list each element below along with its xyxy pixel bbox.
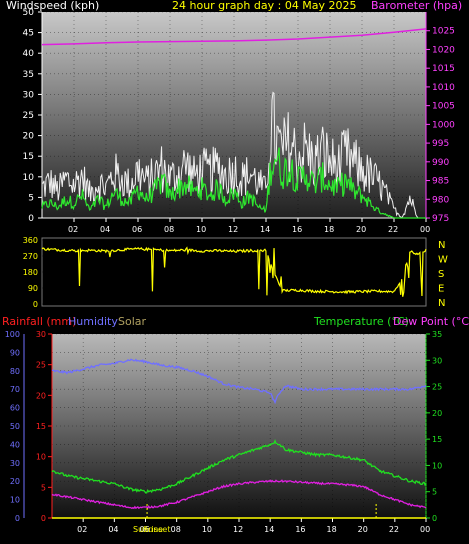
temp-y-tick-label: 35 [432,330,442,339]
wind-y-tick-label: 25 [23,111,34,121]
direction-y-tick-label: 180 [23,268,38,277]
barometer-axis-title: Barometer (hpa) [371,0,462,12]
rain-y-tick-label: 25 [36,361,46,370]
direction-y-tick-label: 270 [23,252,38,261]
barometer-y-tick-label: 1025 [432,27,455,37]
wind-y-tick-label: 20 [23,132,35,142]
rainfall-legend: Rainfall (mm) [2,315,76,328]
direction-compass-label: E [438,284,444,295]
barometer-y-tick-label: 975 [432,214,449,224]
rain-y-tick-label: 30 [36,330,46,339]
direction-compass-label: N [438,298,445,309]
wind-y-tick-label: 10 [23,173,35,183]
wind-x-tick-label: 10 [196,225,206,234]
rain-y-tick-label: 10 [36,453,46,462]
wind-x-tick-label: 06 [132,225,142,234]
humidity-y-tick-label: 90 [10,348,20,357]
barometer-y-tick-label: 1010 [432,83,455,93]
humidity-y-tick-label: 30 [10,459,20,468]
humidity-y-tick-label: 10 [10,496,20,505]
direction-y-tick-label: 0 [33,300,38,309]
rain-y-tick-label: 5 [41,483,46,492]
temp-x-tick-label: 16 [295,525,305,534]
wind-direction-line [41,246,427,297]
wind-x-tick-label: 00 [420,225,430,234]
humidity-y-tick-label: 80 [10,367,20,376]
wind-x-tick-label: 16 [292,225,302,234]
temp-x-tick-label: 22 [389,525,399,534]
humidity-y-tick-label: 20 [10,477,20,486]
humidity-y-tick-label: 40 [10,440,20,449]
temp-y-tick-label: 15 [432,435,442,444]
direction-compass-label: W [438,255,448,266]
temperature-line [51,439,427,494]
temp-x-tick-label: 14 [264,525,274,534]
wind-x-tick-label: 02 [68,225,78,234]
solar-legend: Solar [118,315,147,328]
sunset-label: Sunset [143,525,170,534]
wind-average-line [41,147,426,219]
humidity-y-tick-label: 0 [15,514,20,523]
rain-y-tick-label: 0 [41,514,46,523]
temp-x-tick-label: 08 [171,525,181,534]
temp-x-tick-label: 10 [202,525,212,534]
wind-x-tick-label: 20 [356,225,366,234]
temp-y-tick-label: 30 [432,356,442,365]
rain-y-tick-label: 20 [36,391,46,400]
humidity-legend: Humidity [68,315,118,328]
wind-x-tick-label: 04 [100,225,110,234]
barometer-y-tick-label: 995 [432,139,449,149]
temp-x-tick-label: 20 [358,525,368,534]
temperature-legend: Temperature (°C) [313,315,409,328]
barometer-line [41,28,427,46]
wind-y-tick-label: 0 [28,214,34,224]
wind-x-tick-label: 18 [324,225,334,234]
direction-compass-label: S [438,269,444,280]
temp-x-tick-label: 18 [327,525,337,534]
barometer-y-tick-label: 1005 [432,102,455,112]
temp-y-tick-label: 0 [432,514,437,523]
direction-y-tick-label: 360 [23,236,38,245]
temp-y-tick-label: 20 [432,409,442,418]
dewpoint-legend: Dew Point (°C) [393,315,469,328]
wind-y-tick-label: 50 [23,8,35,18]
temp-x-tick-label: 06 [140,525,150,534]
barometer-y-tick-label: 985 [432,177,449,187]
rain-y-tick-label: 15 [36,422,46,431]
sunrise-label: Sunrise [133,525,163,534]
direction-compass-label: N [438,240,445,251]
humidity-y-tick-label: 60 [10,404,20,413]
temp-x-tick-label: 12 [233,525,243,534]
barometer-y-tick-label: 1000 [432,120,455,130]
wind-y-tick-label: 15 [23,152,34,162]
temp-y-tick-label: 10 [432,461,442,470]
humidity-y-tick-label: 50 [10,422,20,431]
humidity-y-tick-label: 70 [10,385,20,394]
wind-y-tick-label: 30 [23,90,35,100]
barometer-y-tick-label: 990 [432,158,449,168]
wind-x-tick-label: 12 [228,225,238,234]
humidity-line [51,358,427,405]
wind-x-tick-label: 22 [388,225,398,234]
wind-y-tick-label: 45 [23,29,34,39]
wind-x-tick-label: 14 [260,225,270,234]
barometer-y-tick-label: 1020 [432,45,455,55]
direction-y-tick-label: 90 [28,284,38,293]
barometer-y-tick-label: 1015 [432,64,455,74]
wind-y-tick-label: 35 [23,70,34,80]
barometer-y-tick-label: 980 [432,195,449,205]
temp-x-tick-label: 02 [77,525,87,534]
temp-x-tick-label: 04 [108,525,118,534]
temp-y-tick-label: 5 [432,488,437,497]
wind-y-tick-label: 40 [23,49,35,59]
wind-axis-title: Windspeed (kph) [6,0,99,12]
graph-date-title: 24 hour graph day : 04 May 2025 [172,0,357,12]
dewpoint-line [51,479,427,510]
wind-x-tick-label: 08 [164,225,174,234]
temp-y-tick-label: 25 [432,383,442,392]
humidity-y-tick-label: 100 [5,330,20,339]
wind-y-tick-label: 5 [28,193,34,203]
temp-x-tick-label: 00 [420,525,430,534]
